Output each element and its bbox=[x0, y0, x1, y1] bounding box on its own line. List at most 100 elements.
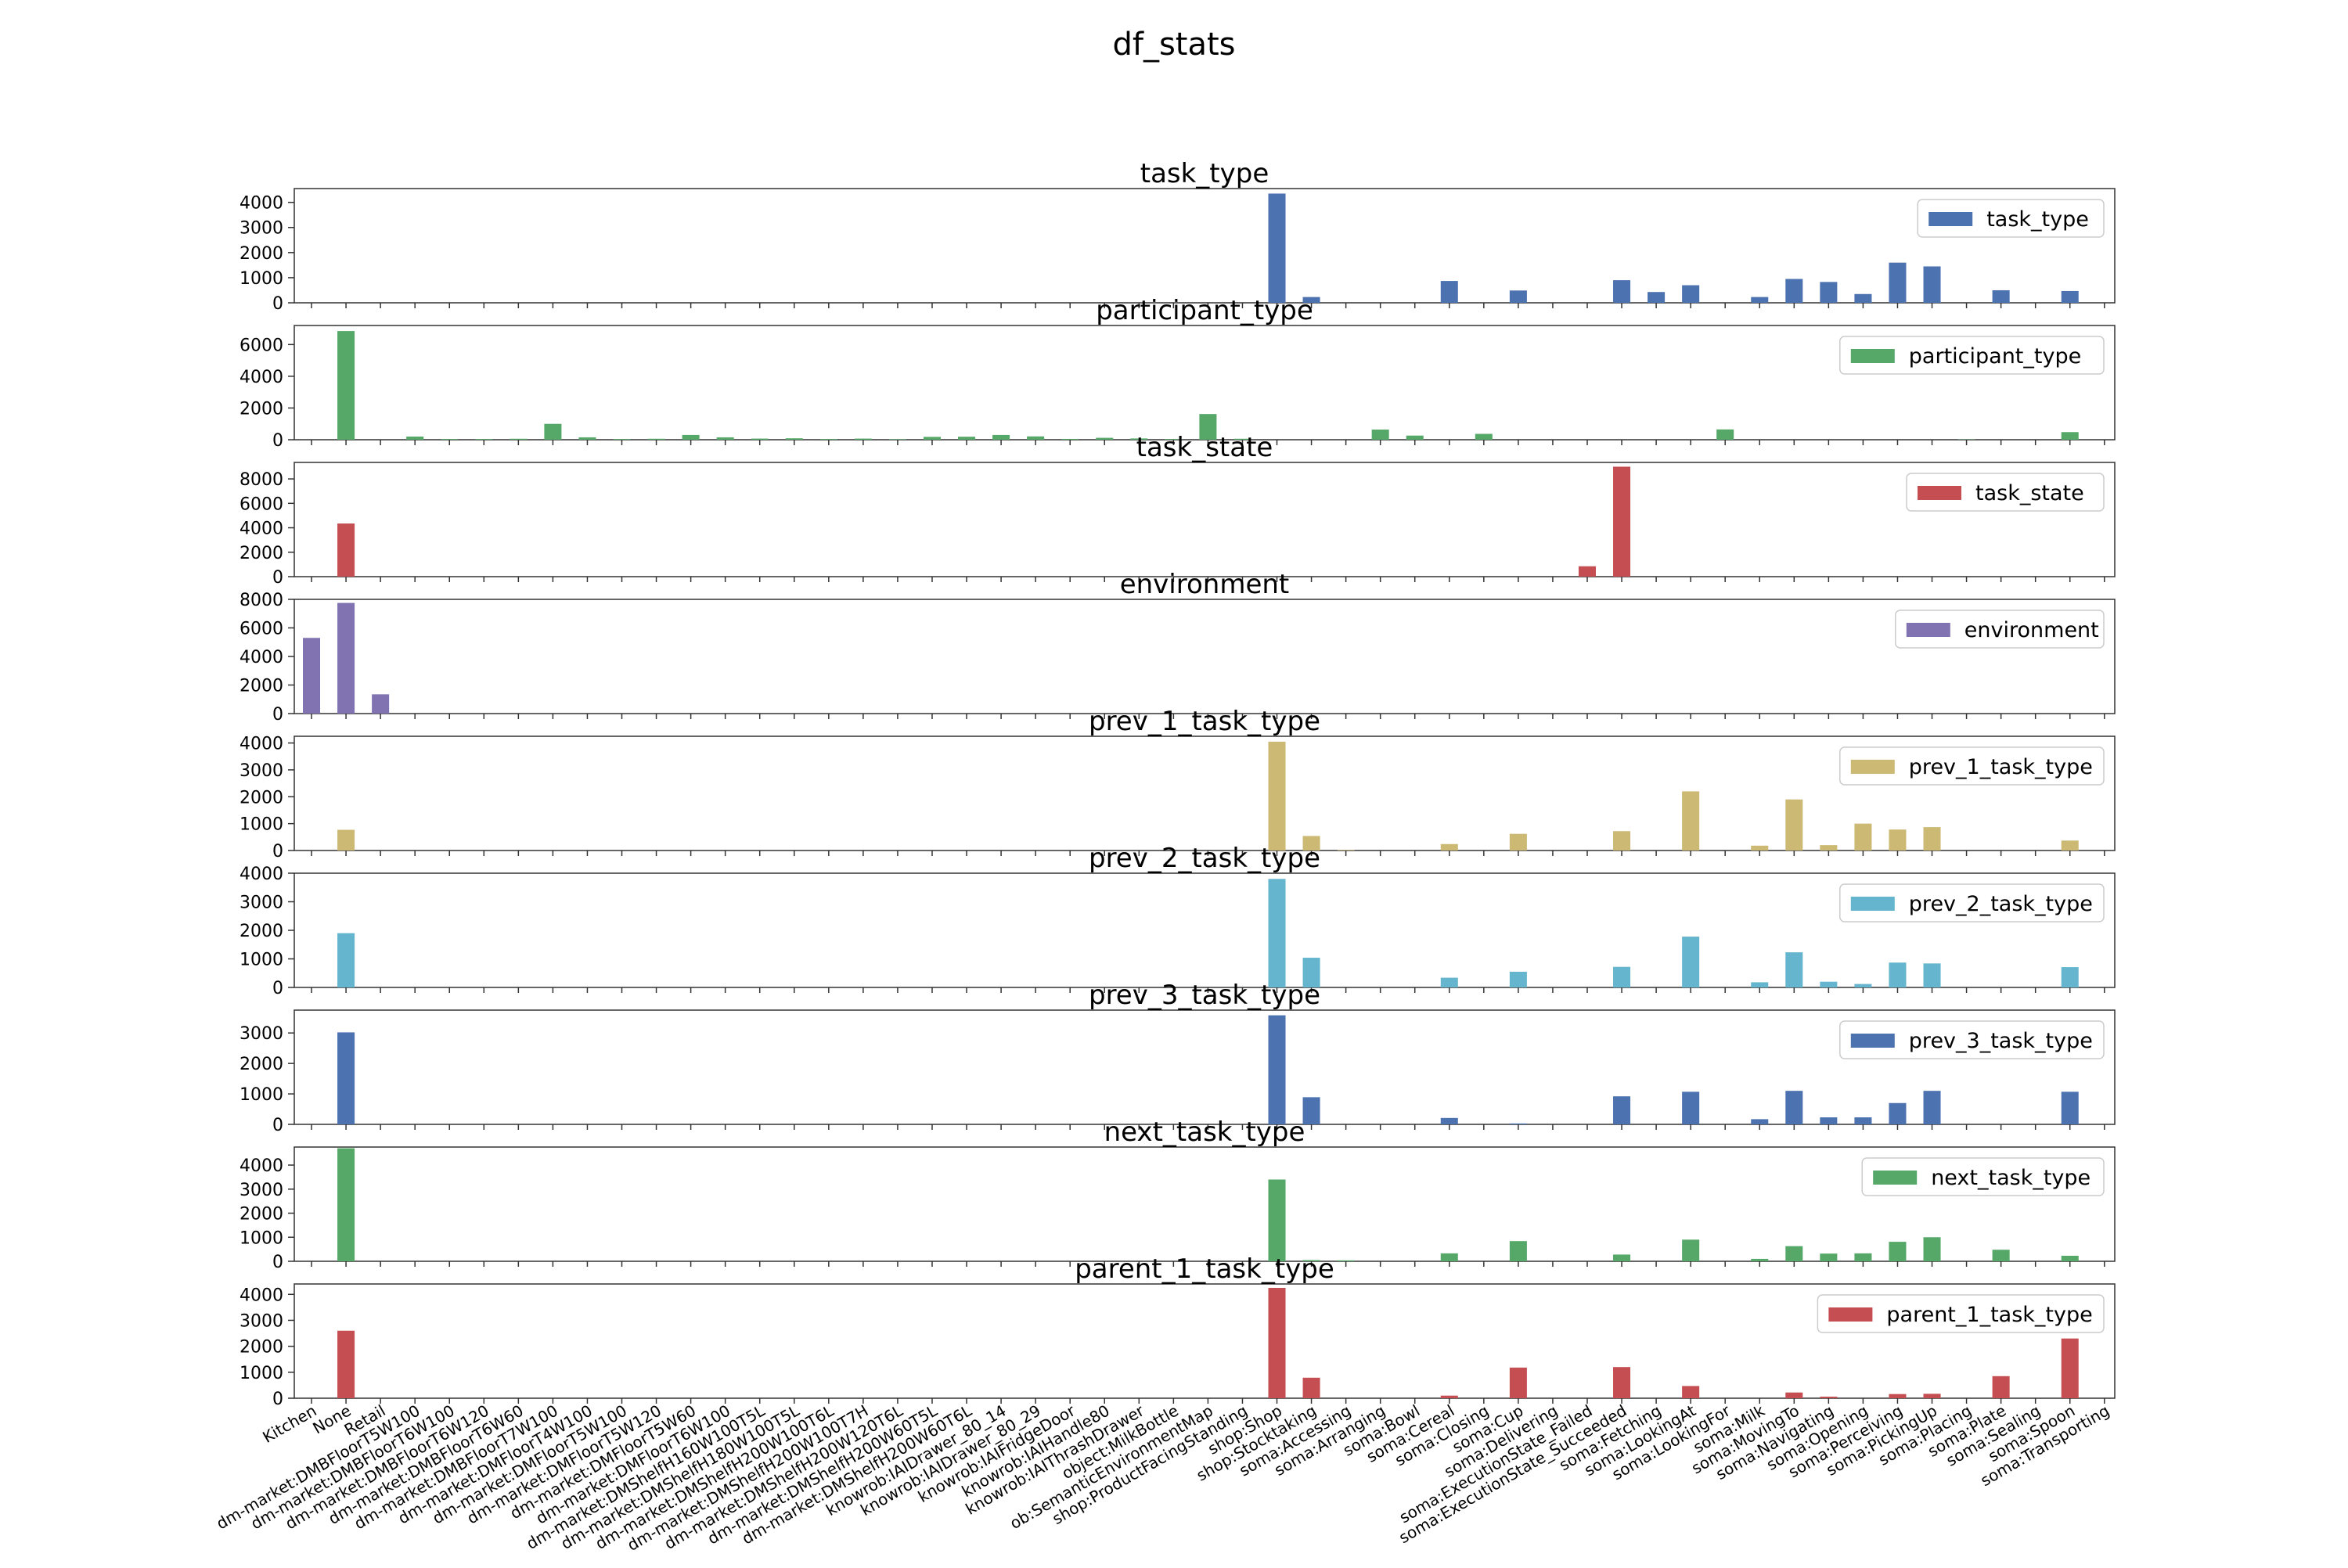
bar bbox=[337, 933, 355, 987]
bar bbox=[1854, 824, 1871, 851]
y-tick-label: 4000 bbox=[239, 520, 283, 539]
bar bbox=[544, 424, 561, 440]
y-tick-label: 8000 bbox=[239, 470, 283, 490]
y-tick-label: 1000 bbox=[239, 1364, 283, 1383]
y-tick-label: 3000 bbox=[239, 761, 283, 781]
bar bbox=[2062, 1256, 2079, 1261]
y-tick-label: 4000 bbox=[239, 1286, 283, 1305]
y-tick-label: 0 bbox=[272, 705, 283, 725]
y-tick-label: 2000 bbox=[239, 788, 283, 807]
bar bbox=[2062, 1339, 2079, 1398]
y-tick-label: 1000 bbox=[239, 815, 283, 835]
bar bbox=[1682, 286, 1699, 303]
bar bbox=[855, 439, 872, 440]
bar bbox=[475, 439, 492, 440]
bar bbox=[2062, 840, 2079, 851]
bar bbox=[1889, 1103, 1906, 1124]
y-tick-label: 2000 bbox=[239, 922, 283, 941]
y-tick-label: 4000 bbox=[239, 1156, 283, 1176]
bar bbox=[1579, 566, 1596, 577]
bar bbox=[1096, 438, 1113, 440]
bar bbox=[337, 331, 355, 440]
bar bbox=[924, 437, 941, 440]
bar bbox=[1751, 846, 1768, 851]
y-tick-label: 1000 bbox=[239, 269, 283, 289]
y-tick-label: 0 bbox=[272, 979, 283, 998]
bar bbox=[2062, 1091, 2079, 1124]
bar bbox=[648, 439, 665, 440]
bar bbox=[1682, 1386, 1699, 1398]
bar bbox=[1648, 292, 1665, 303]
bar bbox=[1268, 193, 1285, 303]
legend-label: next_task_type bbox=[1931, 1166, 2091, 1190]
bar bbox=[1441, 978, 1458, 987]
bar bbox=[682, 435, 700, 440]
legend-swatch bbox=[1851, 1034, 1895, 1048]
panel-title: next_task_type bbox=[1104, 1117, 1305, 1148]
panel-title: prev_3_task_type bbox=[1089, 980, 1320, 1011]
bar bbox=[1993, 1376, 2010, 1398]
bar bbox=[1268, 879, 1285, 987]
bar bbox=[1406, 436, 1424, 440]
y-tick-label: 1000 bbox=[239, 1228, 283, 1248]
y-tick-label: 2000 bbox=[239, 544, 283, 563]
y-tick-label: 1000 bbox=[239, 951, 283, 970]
y-tick-label: 6000 bbox=[239, 620, 283, 639]
bar bbox=[717, 437, 734, 440]
bar bbox=[1613, 466, 1630, 577]
bar bbox=[337, 830, 355, 851]
legend-label: parent_1_task_type bbox=[1886, 1303, 2092, 1327]
bar bbox=[889, 439, 906, 440]
legend-label: prev_1_task_type bbox=[1909, 755, 2093, 779]
bar bbox=[1889, 1242, 1906, 1261]
bar bbox=[1924, 266, 1941, 303]
bar bbox=[372, 694, 389, 714]
bar bbox=[1303, 1097, 1320, 1124]
bar bbox=[1441, 1396, 1458, 1398]
bar bbox=[1993, 290, 2010, 303]
legend-swatch bbox=[1851, 760, 1895, 774]
y-tick-label: 0 bbox=[272, 842, 283, 861]
y-tick-label: 4000 bbox=[239, 735, 283, 754]
legend-label: participant_type bbox=[1909, 344, 2081, 369]
y-tick-label: 0 bbox=[272, 1116, 283, 1135]
bar bbox=[1820, 1397, 1837, 1398]
y-tick-label: 3000 bbox=[239, 1311, 283, 1331]
bar bbox=[1820, 282, 1837, 303]
y-tick-label: 2000 bbox=[239, 399, 283, 419]
bar bbox=[337, 603, 355, 714]
panel-frame bbox=[294, 189, 2115, 303]
bar bbox=[1924, 1091, 1941, 1124]
bar bbox=[1751, 1119, 1768, 1124]
bar bbox=[786, 438, 803, 440]
bar bbox=[1613, 967, 1630, 987]
bar bbox=[1510, 1368, 1527, 1398]
bar bbox=[1613, 280, 1630, 303]
bar bbox=[1820, 1117, 1837, 1124]
bar bbox=[1613, 1367, 1630, 1398]
legend-swatch bbox=[1907, 623, 1950, 637]
bar bbox=[510, 439, 527, 440]
legend-swatch bbox=[1918, 486, 1961, 500]
bar bbox=[1785, 1091, 1802, 1124]
panel-frame bbox=[294, 462, 2115, 577]
bar bbox=[820, 439, 837, 440]
bar bbox=[2062, 432, 2079, 440]
bar bbox=[1785, 1393, 1802, 1398]
bar bbox=[1441, 1253, 1458, 1261]
y-tick-label: 2000 bbox=[239, 1055, 283, 1074]
y-tick-label: 4000 bbox=[239, 368, 283, 387]
bar bbox=[1785, 800, 1802, 851]
bar bbox=[2062, 967, 2079, 987]
y-tick-label: 0 bbox=[272, 1390, 283, 1409]
bar bbox=[1751, 1259, 1768, 1261]
panel-title: environment bbox=[1120, 569, 1290, 600]
bar bbox=[1854, 1253, 1871, 1261]
y-tick-label: 2000 bbox=[239, 1205, 283, 1225]
bar bbox=[1682, 1091, 1699, 1124]
panel-title: prev_2_task_type bbox=[1089, 843, 1320, 874]
y-tick-label: 8000 bbox=[239, 591, 283, 610]
y-tick-label: 2000 bbox=[239, 1338, 283, 1358]
bar bbox=[1751, 982, 1768, 987]
bar bbox=[1889, 962, 1906, 987]
